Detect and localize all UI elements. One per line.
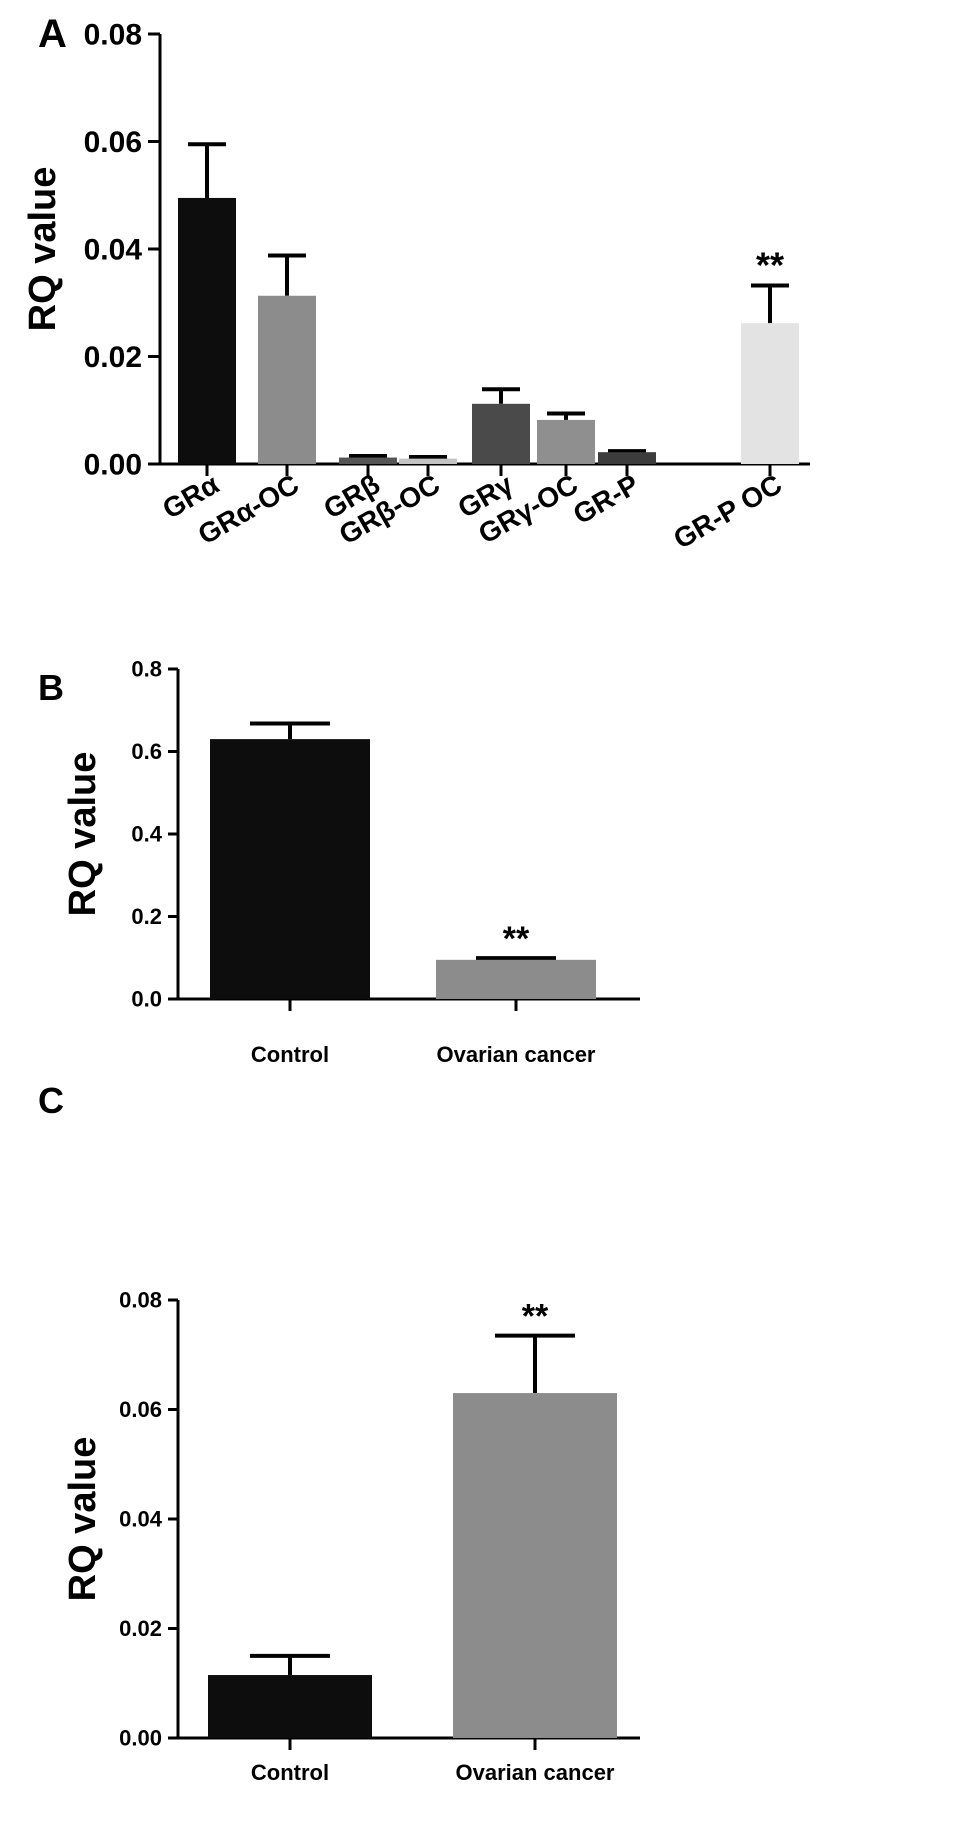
y-axis-label: RQ value xyxy=(22,167,64,332)
bar xyxy=(741,323,799,464)
bar xyxy=(210,739,370,999)
y-axis-label: RQ value xyxy=(62,752,104,917)
x-tick-label: GR-P OC xyxy=(668,468,787,554)
bar xyxy=(208,1675,372,1738)
y-tick-label: 0.00 xyxy=(84,449,142,482)
bar xyxy=(178,197,236,464)
panel-letter: A xyxy=(38,12,67,56)
y-tick-label: 0.06 xyxy=(84,126,142,159)
bar xyxy=(453,1393,617,1738)
y-tick-label: 0.04 xyxy=(119,1507,163,1532)
y-tick-label: 0.08 xyxy=(119,1288,162,1313)
chart-panel-b: B 0.0 0.2 0.4 0.6 0.8 RQ value Control Ovarian c… xyxy=(38,657,640,1067)
significance-marker: ** xyxy=(503,920,530,958)
y-axis-label: RQ value xyxy=(62,1437,104,1602)
significance-marker: ** xyxy=(522,1298,549,1336)
y-tick-label: 0.4 xyxy=(131,822,162,847)
panel-letter: B xyxy=(38,667,64,708)
chart-panel-c: C 0.00 0.02 0.04 0.06 0.08 RQ value Control Ovar… xyxy=(38,1080,640,1785)
y-tick-label: 0.02 xyxy=(119,1616,162,1641)
x-tick-label: Control xyxy=(251,1042,329,1067)
panel-letter: C xyxy=(38,1080,64,1121)
y-tick-label: 0.04 xyxy=(84,234,143,267)
bar xyxy=(436,959,596,999)
x-tick-label: Ovarian cancer xyxy=(437,1042,596,1067)
bar xyxy=(598,452,656,464)
y-tick-label: 0.00 xyxy=(119,1726,162,1751)
x-tick-label: Ovarian cancer xyxy=(456,1760,615,1785)
bar xyxy=(339,457,397,464)
y-tick-label: 0.06 xyxy=(119,1397,162,1422)
y-tick-label: 0.8 xyxy=(131,657,162,682)
y-tick-label: 0.6 xyxy=(131,739,162,764)
bar xyxy=(399,458,457,464)
x-tick-label: GR-P xyxy=(568,468,644,530)
y-tick-label: 0.2 xyxy=(131,904,162,929)
bar xyxy=(258,295,316,464)
bar xyxy=(537,419,595,464)
significance-marker: ** xyxy=(756,245,784,286)
x-tick-label: Control xyxy=(251,1760,329,1785)
y-tick-label: 0.02 xyxy=(84,341,142,374)
y-tick-label: 0.0 xyxy=(131,987,162,1012)
bar xyxy=(472,403,530,464)
y-tick-label: 0.08 xyxy=(84,19,142,52)
